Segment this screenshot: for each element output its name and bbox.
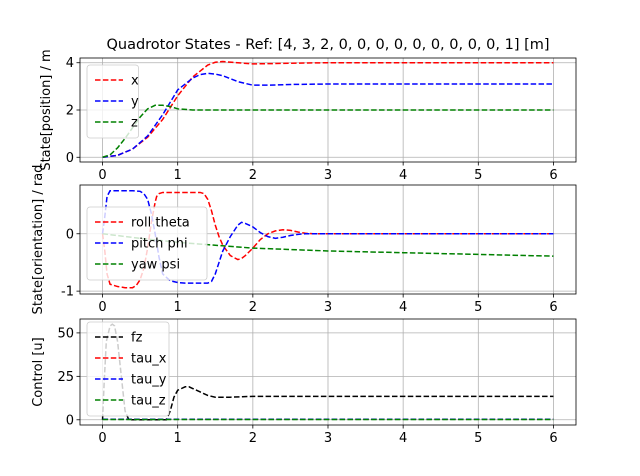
x-tick-label: 5 — [474, 300, 482, 315]
y-tick-label: 50 — [57, 326, 74, 341]
y-tick-label: 2 — [66, 104, 74, 119]
x-tick-label: 1 — [174, 168, 182, 183]
y-axis-label: Control [u] — [31, 337, 46, 407]
y-tick-label: 0 — [66, 413, 74, 428]
x-tick-label: 4 — [399, 168, 407, 183]
legend-label: yaw psi — [131, 258, 180, 273]
x-tick-label: 0 — [98, 300, 106, 315]
legend: fz tau_x tau_y tau_z — [86, 321, 170, 417]
legend-label: pitch phi — [131, 237, 188, 252]
x-tick-label: 2 — [249, 300, 257, 315]
x-tick-label: 5 — [474, 431, 482, 446]
y-axis-label: State[orientation] / rad — [31, 165, 46, 315]
x-tick-label: 1 — [174, 431, 182, 446]
subplot-2: 0 1 2 3 4 5 6 -1 0 State[orientation] / rad roll t… — [31, 165, 577, 315]
legend-label: tau_y — [131, 373, 167, 388]
x-tick-label: 0 — [98, 168, 106, 183]
y-tick-label: 4 — [66, 56, 74, 71]
x-tick-label: 6 — [549, 168, 557, 183]
x-tick-label: 6 — [549, 300, 557, 315]
legend-label: tau_z — [131, 394, 166, 409]
legend-label: y — [131, 95, 139, 110]
legend-label: z — [131, 116, 138, 131]
series-line-x — [102, 60, 554, 159]
x-tick-label: 4 — [399, 431, 407, 446]
x-tick-label: 6 — [549, 431, 557, 446]
y-tick-label: 0 — [66, 151, 74, 166]
subplot-1: 0 1 2 3 4 5 6 0 2 4 State[position] / m xyz — [39, 49, 577, 183]
legend: xyz — [86, 64, 139, 139]
x-tick-label: 2 — [249, 431, 257, 446]
x-tick-label: 4 — [399, 300, 407, 315]
x-tick-label: 3 — [324, 431, 332, 446]
legend-box — [86, 206, 208, 281]
x-tick-label: 5 — [474, 168, 482, 183]
y-tick-label: 0 — [66, 227, 74, 242]
x-tick-label: 3 — [324, 300, 332, 315]
legend-label: roll theta — [131, 216, 190, 231]
x-tick-label: 3 — [324, 168, 332, 183]
x-tick-label: 2 — [249, 168, 257, 183]
legend: roll theta pitch phi yaw psi — [86, 206, 208, 281]
legend-label: tau_x — [131, 352, 167, 367]
series-line-z — [102, 104, 554, 158]
x-tick-label: 1 — [174, 300, 182, 315]
y-tick-label: -1 — [61, 285, 74, 300]
legend-box — [86, 321, 170, 417]
subplot-3: 0 1 2 3 4 5 6 0 25 50 Control [u] fz tau_x tau_y tau_z — [31, 318, 577, 446]
x-tick-label: 0 — [98, 431, 106, 446]
series-line-roll-theta — [101, 191, 554, 289]
legend-label: x — [131, 74, 139, 89]
y-tick-label: 25 — [57, 370, 74, 385]
figure-title: Quadrotor States - Ref: [4, 3, 2, 0, 0, … — [106, 37, 549, 53]
legend-label: fz — [131, 331, 143, 346]
y-axis-label: State[position] / m — [39, 49, 54, 170]
series-line-y — [102, 72, 554, 159]
